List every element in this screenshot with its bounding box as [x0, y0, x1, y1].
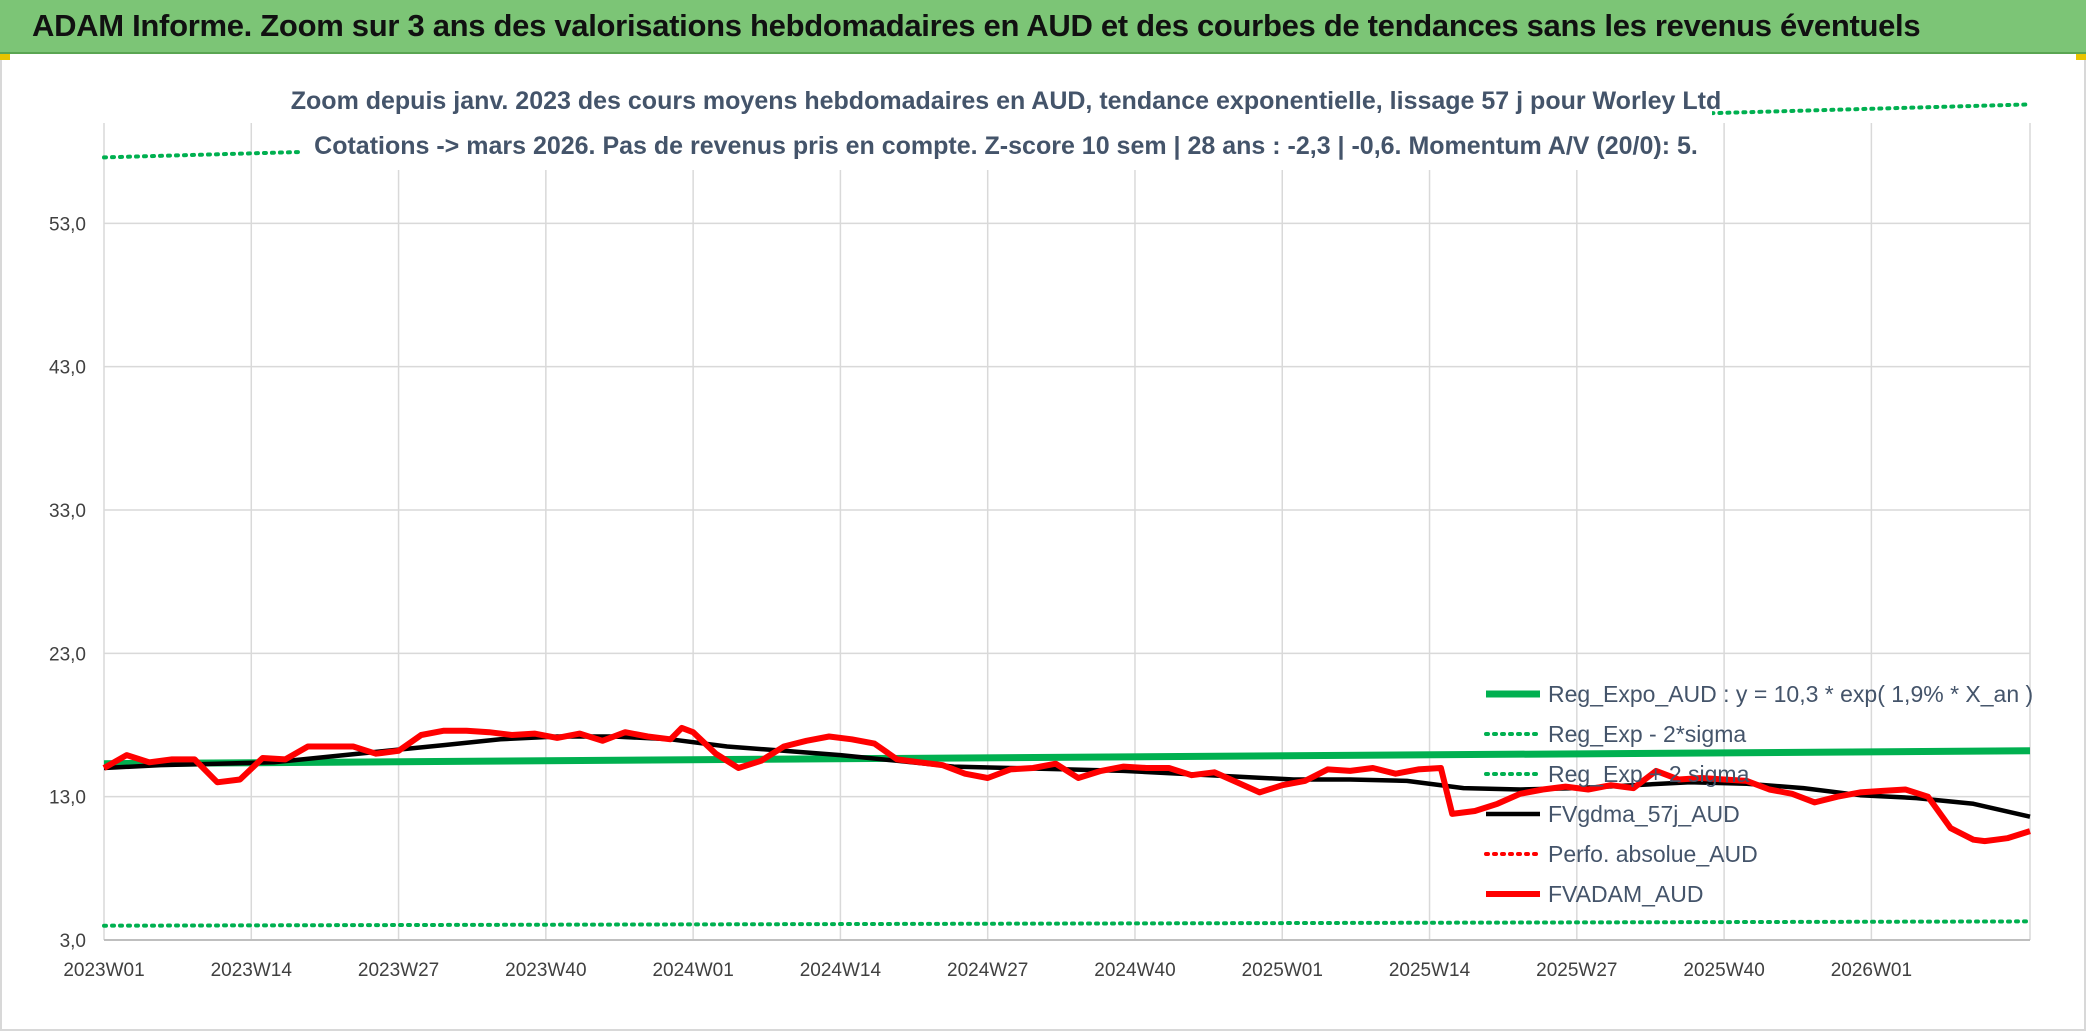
legend-label-sigma_plus: Reg_Exp + 2 sigma	[1548, 761, 1750, 787]
y-tick-label: 33,0	[49, 501, 86, 522]
series-line-sigma_minus	[102, 919, 2032, 928]
legend-label-fvadam: FVADAM_AUD	[1548, 881, 1704, 907]
title-background	[300, 78, 1712, 170]
x-tick-label: 2023W40	[505, 960, 586, 981]
x-tick-label: 2024W27	[947, 960, 1028, 981]
legend-label-sigma_minus: Reg_Exp - 2*sigma	[1548, 721, 1746, 747]
legend-label-perfo: Perfo. absolue_AUD	[1548, 841, 1758, 867]
y-tick-label: 53,0	[49, 214, 86, 235]
x-tick-label: 2025W01	[1242, 960, 1323, 981]
y-tick-label: 13,0	[49, 788, 86, 809]
x-tick-label: 2023W27	[358, 960, 439, 981]
chart-title-line1: Zoom depuis janv. 2023 des cours moyens …	[291, 87, 1722, 115]
x-tick-label: 2025W14	[1389, 960, 1471, 981]
series-line-fvadam	[102, 724, 2031, 845]
corner-marker-right	[2076, 54, 2086, 60]
banner-title: ADAM Informe. Zoom sur 3 ans des valoris…	[32, 8, 1921, 43]
series-layer	[102, 102, 2032, 928]
legend-label-reg_expo: Reg_Expo_AUD : y = 10,3 * exp( 1,9% * X_…	[1548, 681, 2033, 707]
x-tick-label: 2025W40	[1683, 960, 1764, 981]
y-tick-label: 3,0	[60, 931, 86, 952]
x-tick-label: 2023W14	[211, 960, 293, 981]
legend-label-fvgdma: FVgdma_57j_AUD	[1548, 801, 1740, 827]
x-tick-label: 2025W27	[1536, 960, 1617, 981]
y-tick-label: 23,0	[49, 644, 86, 665]
y-tick-label: 43,0	[49, 358, 86, 379]
x-tick-label: 2023W01	[63, 960, 144, 981]
x-tick-label: 2024W40	[1094, 960, 1175, 981]
corner-marker-left	[0, 54, 10, 60]
x-axis-ticks: 2023W01 2023W14 2023W27 2023W40 2024W01 2024W…	[63, 960, 1912, 981]
x-tick-label: 2026W01	[1831, 960, 1912, 981]
y-axis-ticks: 3,0 13,0 23,0 33,0 43,0 53,0	[49, 214, 86, 952]
legend: Reg_Expo_AUD : y = 10,3 * exp( 1,9% * X_…	[1484, 681, 2033, 907]
gridlines	[103, 123, 2031, 941]
x-tick-label: 2024W14	[800, 960, 882, 981]
report-banner: ADAM Informe. Zoom sur 3 ans des valoris…	[0, 0, 2086, 54]
x-tick-label: 2024W01	[652, 960, 733, 981]
series-line-reg_expo	[103, 747, 2031, 768]
chart-title-line2: Cotations -> mars 2026. Pas de revenus p…	[314, 132, 1698, 160]
